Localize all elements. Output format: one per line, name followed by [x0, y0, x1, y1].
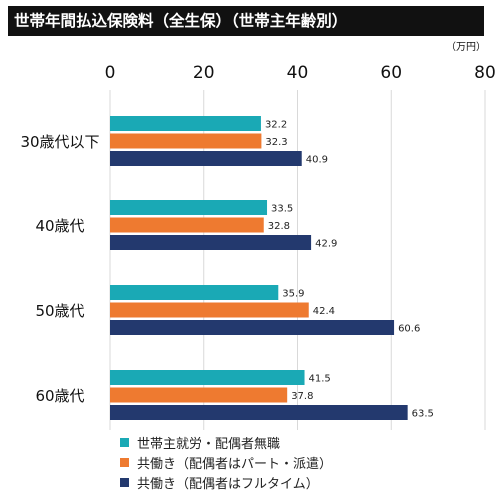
legend-label: 共働き（配偶者はパート・派遣） — [137, 456, 333, 472]
legend-swatch — [120, 457, 129, 467]
bar — [110, 302, 309, 318]
x-tick-label: 80 — [474, 63, 496, 83]
category-label: 30歳代以下 — [20, 133, 99, 151]
legend-label: 世帯主就労・配偶者無職 — [137, 436, 281, 452]
bar — [110, 116, 261, 131]
bar — [110, 217, 264, 233]
bar — [110, 320, 395, 335]
bar — [110, 151, 302, 166]
data-label: 37.8 — [291, 391, 313, 402]
bar — [110, 370, 305, 385]
data-label: 41.5 — [309, 374, 331, 385]
data-label: 32.2 — [265, 120, 287, 131]
bar — [110, 200, 268, 215]
category-label: 50歳代 — [35, 302, 84, 320]
data-label: 35.9 — [282, 289, 304, 300]
bar — [110, 285, 279, 300]
data-label: 60.6 — [398, 324, 420, 335]
category-label: 60歳代 — [35, 387, 84, 405]
chart-title: 世帯年間払込保険料（全生保）（世帯主年齢別） — [8, 6, 484, 36]
x-tick-label: 40 — [287, 63, 309, 83]
data-label: 32.8 — [268, 221, 290, 232]
bar — [110, 235, 312, 250]
x-tick-label: 0 — [105, 63, 116, 83]
data-label: 42.4 — [313, 306, 335, 317]
bar — [110, 387, 288, 403]
x-tick-label: 60 — [380, 63, 402, 83]
legend: 世帯主就労・配偶者無職 共働き（配偶者はパート・派遣） 共働き（配偶者はフルタイ… — [120, 432, 332, 492]
data-label: 40.9 — [306, 155, 328, 166]
data-label: 32.3 — [265, 137, 287, 148]
legend-item: 共働き（配偶者はフルタイム） — [120, 472, 332, 492]
legend-item: 共働き（配偶者はパート・派遣） — [120, 452, 332, 472]
data-label: 42.9 — [315, 239, 337, 250]
unit-label: （万円） — [446, 42, 486, 53]
bar — [110, 405, 408, 420]
legend-item: 世帯主就労・配偶者無職 — [120, 432, 332, 452]
data-label: 63.5 — [412, 409, 434, 420]
legend-swatch — [120, 477, 129, 487]
x-tick-label: 20 — [193, 63, 215, 83]
legend-label: 共働き（配偶者はフルタイム） — [137, 476, 319, 492]
bar — [110, 133, 262, 149]
category-label: 40歳代 — [35, 217, 84, 235]
data-label: 33.5 — [271, 204, 293, 215]
legend-swatch — [120, 437, 129, 447]
